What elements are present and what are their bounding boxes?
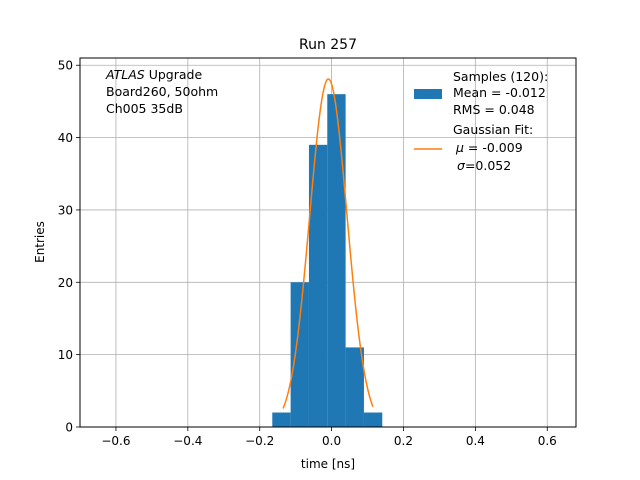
annotation-line-1: ATLAS Upgrade	[105, 67, 202, 82]
y-tick-label: 0	[65, 421, 73, 435]
y-axis-label: Entries	[33, 221, 47, 263]
y-tick-label: 10	[58, 348, 73, 362]
annotation-upgrade: Upgrade	[145, 67, 203, 82]
legend-samples-rms: RMS = 0.048	[453, 102, 535, 117]
y-tick-label: 30	[58, 203, 73, 217]
chart-title: Run 257	[299, 37, 357, 53]
plot-frame	[79, 57, 577, 428]
histogram-bar	[290, 282, 309, 427]
x-tick-label: −0.4	[173, 434, 202, 448]
x-axis-ticks: −0.6 −0.4 −0.2 0.0 0.2 0.4 0.6	[101, 427, 557, 448]
annotation-line-3: Ch005 35dB	[106, 101, 183, 116]
y-tick-label: 20	[58, 276, 73, 290]
legend-samples-header: Samples (120):	[453, 69, 548, 84]
legend-samples-swatch	[414, 89, 442, 99]
x-axis-label: time [ns]	[301, 457, 355, 471]
x-tick-label: 0.2	[394, 434, 413, 448]
legend-samples-mean: Mean = -0.012	[453, 85, 546, 100]
histogram-bar	[345, 347, 364, 427]
legend-fit-header: Gaussian Fit:	[453, 122, 533, 137]
sigma-symbol: σ	[457, 158, 466, 173]
atlas-annotation: ATLAS Upgrade Board260, 50ohm Ch005 35dB	[105, 67, 218, 116]
y-axis-ticks: 0 10 20 30 40 50	[58, 59, 80, 435]
y-tick-label: 50	[58, 59, 73, 73]
histogram-bar	[272, 412, 291, 427]
x-tick-label: 0.4	[466, 434, 485, 448]
histogram-bars	[272, 94, 383, 428]
histogram-bar	[327, 94, 346, 428]
x-tick-label: 0.0	[322, 434, 341, 448]
legend-fit-sigma: σ=0.052	[457, 158, 511, 173]
y-tick-label: 40	[58, 131, 73, 145]
x-tick-label: −0.2	[245, 434, 274, 448]
x-tick-label: 0.6	[538, 434, 557, 448]
sigma-value: =0.052	[465, 158, 511, 173]
mu-value: = -0.009	[464, 140, 523, 155]
mu-symbol: μ	[455, 140, 464, 155]
histogram-bar	[308, 144, 328, 427]
legend: Samples (120): Mean = -0.012 RMS = 0.048…	[414, 69, 548, 173]
histogram-bar	[363, 412, 383, 427]
annotation-line-2: Board260, 50ohm	[106, 84, 218, 99]
x-tick-label: −0.6	[101, 434, 130, 448]
legend-fit-mu: μ = -0.009	[455, 140, 523, 155]
atlas-label: ATLAS	[105, 67, 145, 82]
gaussian-fit-curve	[282, 78, 374, 409]
